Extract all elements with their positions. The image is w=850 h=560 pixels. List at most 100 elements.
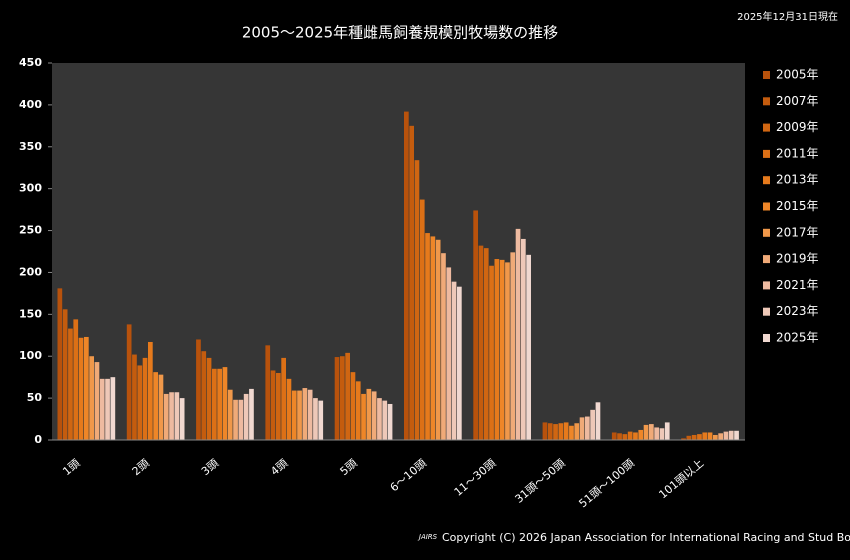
- bar: [617, 433, 622, 440]
- bar: [281, 357, 286, 440]
- bar: [505, 262, 510, 440]
- bar: [227, 389, 233, 440]
- y-tick-label: 0: [34, 433, 42, 446]
- bar: [99, 378, 105, 440]
- bar: [265, 345, 271, 440]
- bar: [291, 390, 297, 440]
- bar: [633, 432, 638, 440]
- bar: [638, 429, 644, 440]
- bar: [409, 125, 414, 440]
- bar: [611, 432, 617, 440]
- bar: [68, 328, 73, 440]
- bar: [105, 378, 110, 440]
- bar: [302, 388, 308, 440]
- bar: [377, 398, 382, 440]
- legend-swatch: [763, 307, 770, 316]
- legend-label: 2025年: [776, 331, 819, 345]
- bar: [718, 433, 723, 440]
- legend-label: 2013年: [776, 173, 819, 187]
- bar: [526, 254, 531, 440]
- legend-swatch: [763, 123, 770, 132]
- bar: [307, 389, 313, 440]
- bar: [78, 337, 84, 440]
- bar: [217, 368, 222, 440]
- legend-swatch: [763, 149, 770, 158]
- bar: [212, 368, 217, 440]
- bar: [148, 341, 153, 440]
- legend-swatch: [763, 176, 770, 185]
- y-tick-label: 350: [19, 140, 42, 153]
- logo: JAIRS: [417, 533, 438, 541]
- bar: [238, 399, 244, 440]
- legend-swatch: [763, 255, 770, 264]
- bar: [558, 423, 564, 440]
- bar: [110, 377, 116, 440]
- bar: [659, 428, 665, 440]
- legend-label: 2021年: [776, 278, 819, 292]
- bar: [371, 391, 377, 440]
- y-tick-label: 450: [19, 56, 42, 69]
- bar: [174, 392, 180, 440]
- bar: [723, 431, 729, 440]
- bar: [126, 324, 132, 440]
- bar: [404, 111, 409, 440]
- y-tick-label: 100: [19, 349, 42, 362]
- bar: [340, 356, 345, 440]
- bar: [179, 398, 185, 440]
- bar: [510, 252, 516, 440]
- bar: [158, 374, 164, 440]
- bar: [286, 378, 292, 440]
- bar: [419, 199, 425, 440]
- bar: [414, 160, 420, 440]
- y-tick-label: 150: [19, 307, 42, 320]
- bar: [94, 362, 100, 440]
- bar: [137, 365, 143, 440]
- bar: [132, 354, 137, 440]
- legend-label: 2005年: [776, 68, 819, 82]
- bar: [366, 388, 372, 440]
- bar: [622, 434, 628, 440]
- bar: [345, 352, 350, 440]
- bar: [521, 238, 526, 440]
- legend-swatch: [763, 228, 770, 237]
- bar: [313, 398, 318, 440]
- bar: [478, 245, 484, 440]
- bar: [249, 388, 254, 440]
- bar: [435, 239, 441, 440]
- bar: [473, 210, 478, 440]
- legend-swatch: [763, 334, 770, 342]
- note: 2025年12月31日現在: [737, 10, 838, 23]
- bar: [355, 381, 361, 440]
- bar: [297, 390, 302, 440]
- bar: [446, 267, 452, 440]
- bar: [425, 233, 430, 440]
- bar: [734, 430, 739, 440]
- y-tick-label: 250: [19, 224, 42, 237]
- bar: [499, 259, 505, 440]
- copyright: Copyright (C) 2026 Japan Association for…: [442, 531, 850, 544]
- bar: [483, 248, 489, 440]
- bar: [542, 422, 548, 440]
- bar: [233, 399, 238, 440]
- legend-label: 2019年: [776, 252, 819, 266]
- bar: [430, 236, 436, 440]
- chart-title: 2005～2025年種雌馬飼養規模別牧場数の推移: [242, 24, 558, 42]
- bar: [457, 286, 462, 440]
- bar: [707, 432, 713, 440]
- plot-area: [52, 63, 745, 440]
- legend-label: 2007年: [776, 94, 819, 108]
- bar: [387, 403, 393, 440]
- bar: [697, 434, 702, 440]
- bar: [489, 265, 494, 440]
- bar: [713, 434, 718, 440]
- bar: [702, 432, 708, 440]
- bar: [350, 372, 356, 440]
- bar: [654, 427, 659, 440]
- bar: [361, 393, 366, 440]
- legend-label: 2015年: [776, 199, 819, 213]
- legend-label: 2009年: [776, 120, 819, 134]
- bar: [681, 438, 686, 440]
- bar: [62, 309, 68, 440]
- y-tick-label: 50: [27, 391, 43, 404]
